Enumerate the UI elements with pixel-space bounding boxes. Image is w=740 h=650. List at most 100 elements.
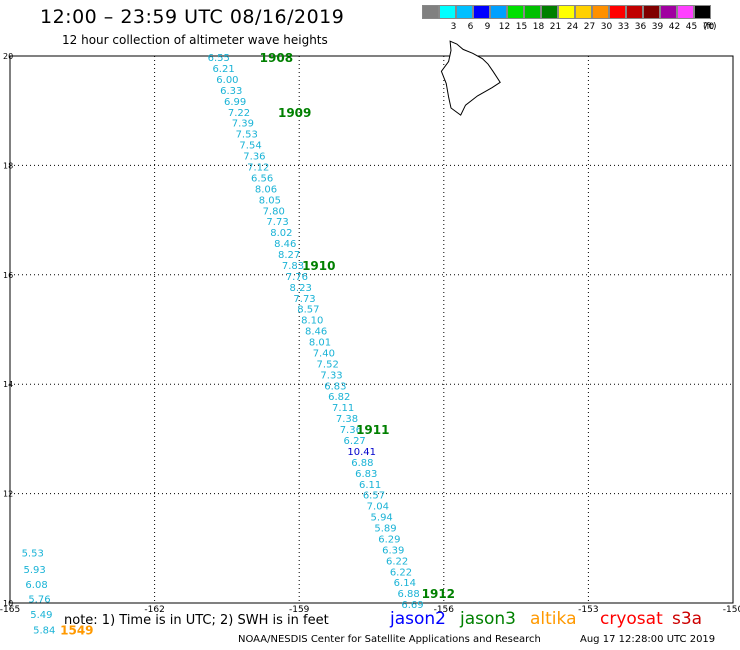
legend-swatch: [541, 5, 558, 19]
wave-height-value: 7.36: [340, 425, 362, 436]
legend-swatch: [609, 5, 626, 19]
longitude-tick-label: -153: [578, 605, 598, 615]
wave-height-value: 5.49: [30, 610, 52, 621]
wave-height-value: 7.12: [247, 162, 269, 173]
wave-height-value: 6.82: [328, 392, 350, 403]
wave-height-value: 6.22: [390, 567, 412, 578]
legend-swatch: [524, 5, 541, 19]
wave-height-value: 8.57: [297, 305, 319, 316]
wave-height-value: 7.22: [228, 108, 250, 119]
legend-label: 33: [617, 22, 630, 32]
map-frame: [9, 55, 734, 604]
wave-height-value: 6.08: [25, 580, 47, 591]
latitude-tick-label: 14: [3, 380, 13, 389]
legend-swatch: [592, 5, 609, 19]
wave-height-value: 6.69: [401, 600, 423, 611]
legend-label: 3: [450, 22, 457, 32]
mission-label-altika: altika: [530, 609, 577, 629]
legend-label: 70: [702, 22, 715, 32]
wave-height-value: 6.22: [386, 556, 408, 567]
legend-label: 24: [566, 22, 579, 32]
legend-label: 27: [583, 22, 596, 32]
mission-label-jason2: jason2: [390, 609, 446, 629]
pass-time-label: 1910: [302, 259, 335, 273]
legend-label: 36: [634, 22, 647, 32]
wave-height-value: 7.11: [332, 403, 354, 414]
longitude-tick-label: -150: [723, 605, 740, 615]
legend-swatch: [677, 5, 694, 19]
legend-swatch: [643, 5, 660, 19]
wave-height-value: 8.46: [274, 239, 296, 250]
wave-height-value: 6.11: [359, 480, 381, 491]
legend-swatch: [660, 5, 677, 19]
latitude-tick-label: 20: [3, 52, 13, 61]
wave-height-value: 7.73: [266, 217, 288, 228]
wave-height-value: 7.38: [336, 414, 358, 425]
legend-label: 12: [498, 22, 511, 32]
wave-height-value: 8.06: [255, 184, 277, 195]
wave-height-value: 5.94: [371, 513, 393, 524]
wave-height-value: 6.55: [208, 53, 230, 64]
footer-timestamp: Aug 17 12:28:00 UTC 2019: [580, 634, 716, 645]
wave-height-value: 8.23: [290, 283, 312, 294]
wave-height-value: 8.46: [305, 327, 327, 338]
wave-height-value: 8.01: [309, 338, 331, 349]
wave-height-value: 7.73: [293, 294, 315, 305]
pass-time-label: 1549: [60, 623, 93, 637]
wave-height-value: 7.04: [367, 502, 389, 513]
mission-label-cryosat: cryosat: [600, 609, 663, 629]
map-title: 12:00 – 23:59 UTC 08/16/2019: [40, 6, 345, 28]
map-subtitle: 12 hour collection of altimeter wave hei…: [62, 33, 328, 47]
wave-height-value: 7.76: [286, 272, 308, 283]
wave-height-value: 6.21: [212, 64, 234, 75]
wave-height-value: 7.53: [236, 130, 258, 141]
pass-time-label: 1908: [260, 51, 293, 65]
legend-label: 39: [651, 22, 664, 32]
longitude-tick-label: -156: [434, 605, 455, 615]
wave-height-value: 7.80: [263, 206, 285, 217]
wave-height-value: 6.57: [363, 491, 385, 502]
wave-height-value: 8.10: [301, 316, 323, 327]
latitude-tick-label: 18: [3, 161, 13, 170]
longitude-tick-label: -162: [144, 605, 164, 615]
wave-height-value: 6.88: [398, 589, 420, 600]
legend-swatch: [456, 5, 473, 19]
wave-height-value: 6.39: [382, 545, 404, 556]
wave-height-value: 5.89: [374, 524, 396, 535]
wave-height-value: 6.83: [355, 469, 377, 480]
mission-label-jason3: jason3: [460, 609, 516, 629]
legend-label: 21: [549, 22, 562, 32]
mission-label-s3a: s3a: [672, 609, 703, 629]
legend-swatch: [694, 5, 711, 19]
wave-height-value: 5.93: [23, 565, 45, 576]
wave-height-value: 10.41: [347, 447, 376, 458]
wave-height-value: 8.27: [278, 250, 300, 261]
big-island-coastline: [440, 40, 501, 116]
legend-label: 15: [515, 22, 528, 32]
legend-swatch: [439, 5, 456, 19]
latitude-tick-label: 16: [3, 271, 13, 280]
footer-credit: NOAA/NESDIS Center for Satellite Applica…: [238, 634, 541, 645]
wave-height-value: 8.02: [270, 228, 292, 239]
latitude-tick-label: 10: [3, 599, 13, 608]
wave-height-value: 7.33: [320, 370, 342, 381]
wave-height-value: 7.40: [313, 348, 335, 359]
longitude-tick-label: -159: [289, 605, 310, 615]
footer-note: note: 1) Time is in UTC; 2) SWH is in fe…: [64, 613, 329, 628]
wave-height-value: 5.84: [33, 625, 55, 636]
wave-height-value: 6.88: [351, 458, 373, 469]
legend-unit: (ft): [703, 22, 717, 32]
wave-height-value: 7.54: [239, 141, 261, 152]
wave-height-value: 6.56: [251, 173, 273, 184]
wave-height-value: 7.83: [282, 261, 304, 272]
wave-height-value: 5.76: [28, 595, 50, 606]
longitude-tick-label: -165: [0, 605, 20, 615]
pass-time-label: 1912: [422, 587, 455, 601]
legend-label: 6: [467, 22, 474, 32]
legend-swatch: [422, 5, 439, 19]
wave-height-value: 6.27: [344, 436, 366, 447]
legend-swatch: [558, 5, 575, 19]
wave-height-value: 6.83: [324, 381, 346, 392]
legend-swatch: [626, 5, 643, 19]
